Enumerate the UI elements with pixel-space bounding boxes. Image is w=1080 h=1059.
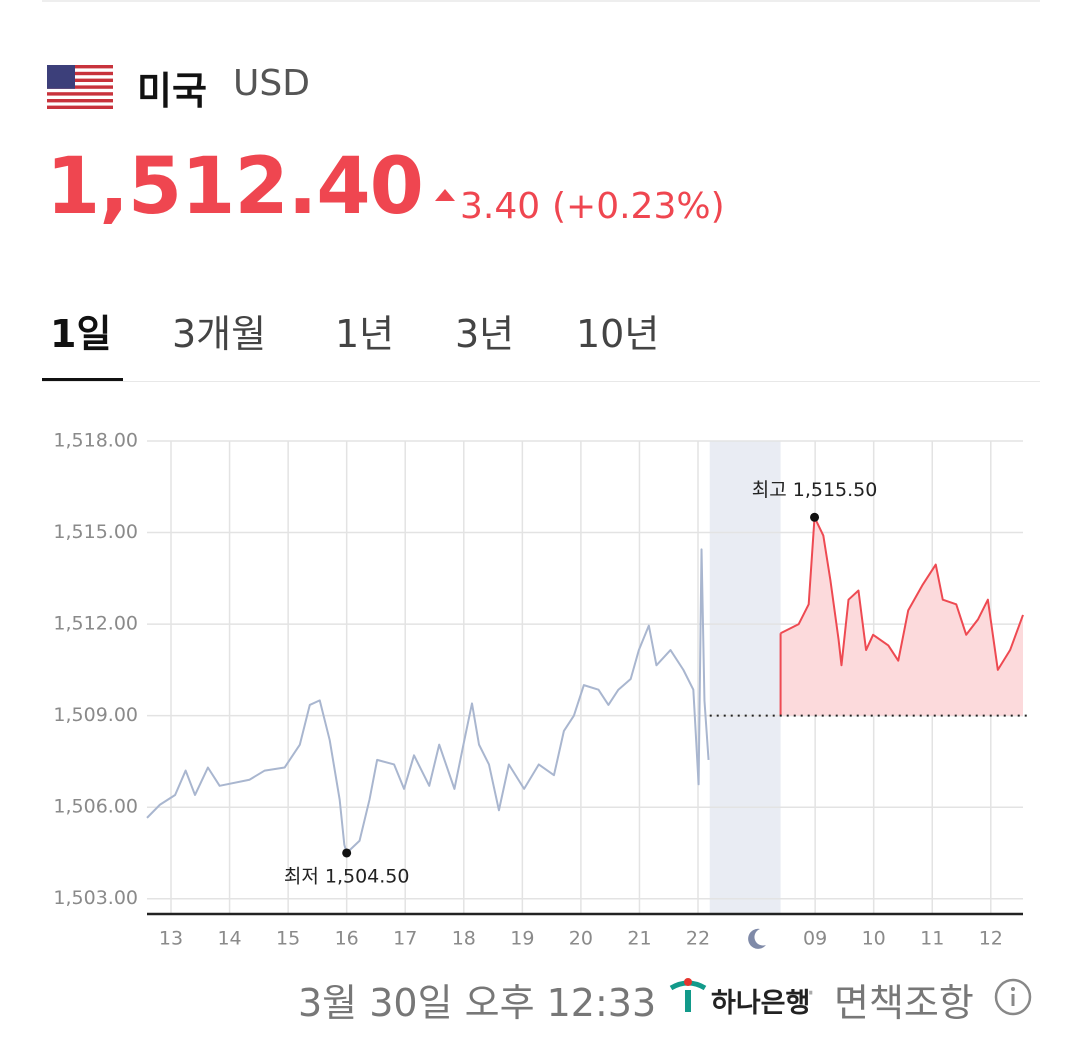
chart: 1,503.00 1,506.00 1,509.00 1,512.00 1,515.00… xyxy=(53,430,1031,950)
x-tick-label: 12 xyxy=(979,928,1003,950)
separator: · xyxy=(806,976,816,1011)
provider: 하나은행 xyxy=(711,988,811,1019)
x-tick-label: 21 xyxy=(627,928,651,950)
bank-logo xyxy=(669,978,707,1012)
x-tick-label: 10 xyxy=(862,928,886,950)
y-tick-label: 1,503.00 xyxy=(53,887,138,909)
price: 1,512.40 xyxy=(46,142,424,232)
x-tick-label: 20 xyxy=(569,928,593,950)
x-tick-label: 09 xyxy=(803,928,827,950)
tab[interactable]: 10년 xyxy=(576,312,660,356)
y-tick-label: 1,512.00 xyxy=(53,613,138,635)
x-tick-label: 18 xyxy=(452,928,476,950)
divider xyxy=(42,0,1040,2)
info-icon[interactable] xyxy=(993,977,1033,1017)
country-name: 미국 xyxy=(137,69,207,113)
x-tick-label: 15 xyxy=(276,928,300,950)
x-tick-label: 19 xyxy=(510,928,534,950)
tab[interactable]: 3개월 xyxy=(172,312,267,356)
annotation-label: 최고 1,515.50 xyxy=(752,479,878,501)
y-tick-label: 1,506.00 xyxy=(53,796,138,818)
timestamp: 3월 30일 오후 12:33 xyxy=(298,981,657,1025)
tab[interactable]: 1년 xyxy=(335,312,395,356)
tab-divider xyxy=(42,381,1040,382)
y-tick-label: 1,509.00 xyxy=(53,704,138,726)
currency-code: USD xyxy=(233,63,310,104)
annotation-dot xyxy=(810,512,820,522)
annotation-dot xyxy=(342,848,352,858)
x-tick-label: 14 xyxy=(217,928,241,950)
tab[interactable]: 3년 xyxy=(455,312,515,356)
x-tick-label: 22 xyxy=(686,928,710,950)
y-tick-label: 1,515.00 xyxy=(53,521,138,543)
y-tick-label: 1,518.00 xyxy=(53,430,138,452)
tab[interactable]: 1일 xyxy=(50,312,112,356)
x-tick-label: 13 xyxy=(159,928,183,950)
line xyxy=(146,548,710,854)
night-band xyxy=(709,441,781,914)
up-arrow xyxy=(435,189,455,201)
disclaimer-link[interactable]: 면책조항 xyxy=(834,981,974,1025)
x-tick-label: 11 xyxy=(920,928,944,950)
x-tick-label: 16 xyxy=(335,928,359,950)
change-percent: (+0.23%) xyxy=(552,186,725,227)
change: 3.40 xyxy=(460,186,541,227)
us-flag xyxy=(47,65,113,109)
annotation-label: 최저 1,504.50 xyxy=(284,865,410,887)
area xyxy=(780,517,1023,716)
night-icon xyxy=(748,928,766,949)
line xyxy=(780,516,1024,671)
tab-indicator xyxy=(42,378,123,381)
x-tick-label: 17 xyxy=(393,928,417,950)
